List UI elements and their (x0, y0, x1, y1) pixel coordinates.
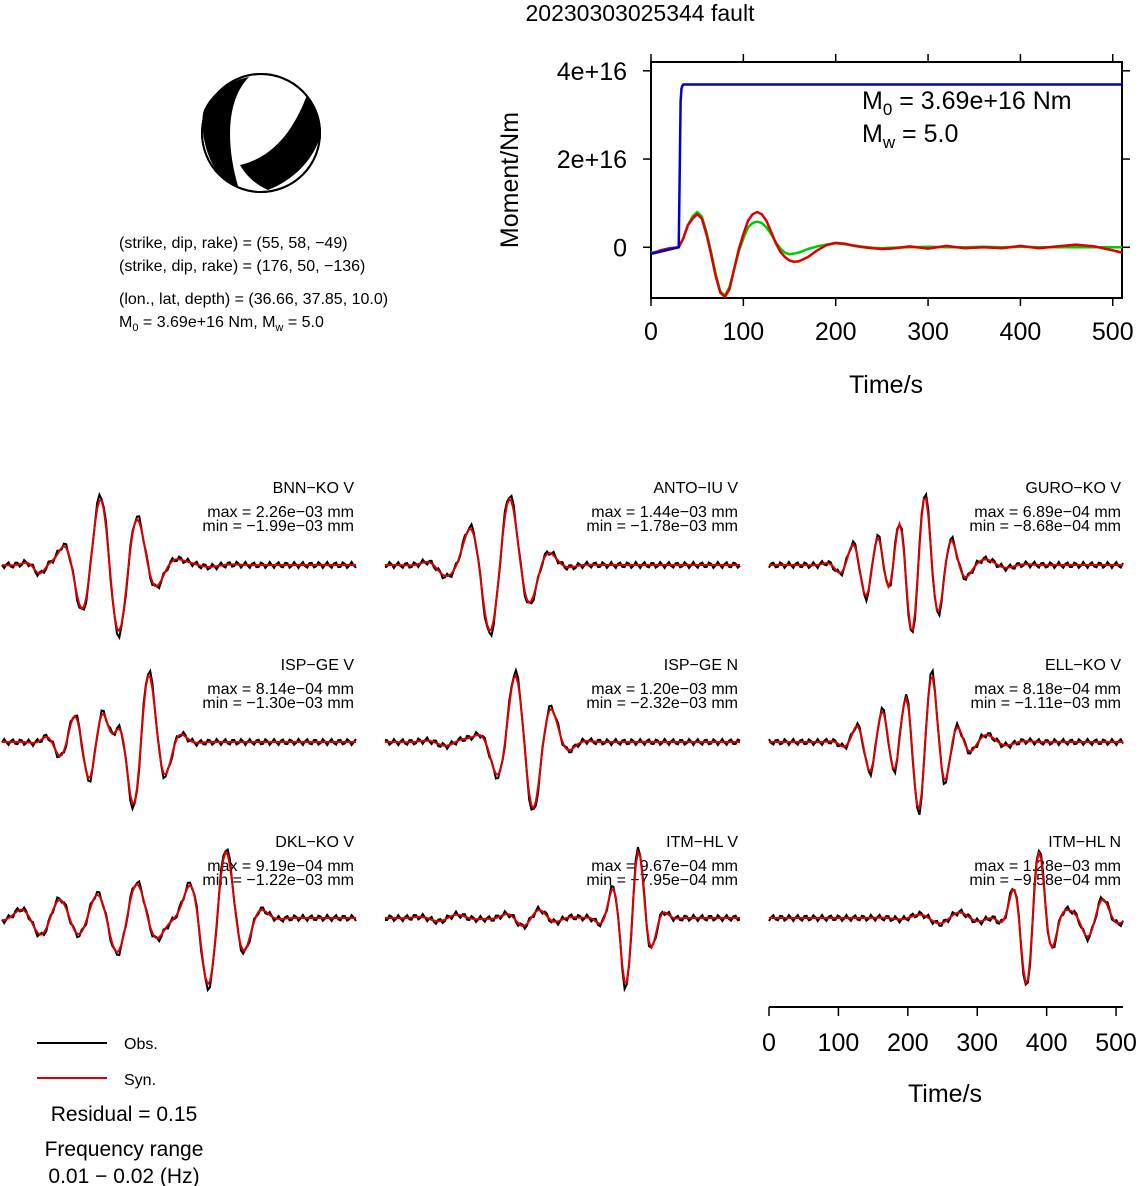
station-max: max = 6.89e−04 mm (974, 504, 1121, 521)
moment-x-axis-label: Time/s (849, 371, 923, 399)
x-tick-label: 200 (815, 318, 857, 346)
time-axis-tick-label: 100 (818, 1029, 860, 1057)
moment-summary: M0 = 3.69e+16 Nm, Mw = 5.0 (119, 314, 324, 334)
time-axis-tick-label: 300 (956, 1029, 998, 1057)
x-tick-label: 300 (907, 318, 949, 346)
station-min: min = −1.78e−03 mm (586, 518, 738, 535)
station-max: max = 8.18e−04 mm (974, 681, 1121, 698)
station-max: max = 9.67e−04 mm (591, 858, 738, 875)
time-axis-tick-label: 500 (1095, 1029, 1137, 1057)
station-name: ITM−HL N (1048, 834, 1121, 851)
synthetic-waveform (769, 498, 1123, 632)
station-name: ISP−GE N (664, 657, 738, 674)
station-name: ELL−KO V (1045, 657, 1121, 674)
synthetic-waveform (2, 674, 356, 806)
legend-syn-label: Syn. (124, 1072, 156, 1089)
station-min: min = −7.95e−04 mm (586, 872, 738, 889)
time-axis-tick-label: 400 (1026, 1029, 1068, 1057)
observed-waveform (384, 494, 741, 639)
station-name: DKL−KO V (275, 834, 354, 851)
station-min: min = −1.22e−03 mm (202, 872, 354, 889)
waveform-time-axis: Time/s 0 100 200 300 400 500 (762, 1006, 1137, 1108)
station-name: BNN−KO V (273, 480, 355, 497)
hypocenter-location: (lon., lat, depth) = (36.66, 37.85, 10.0… (119, 291, 388, 308)
moment-y-axis-label: Moment/Nm (496, 112, 524, 248)
moment-series-line (650, 210, 1122, 298)
residual-text: Residual = 0.15 (51, 1103, 198, 1126)
beachball-quadrant-right (240, 95, 320, 190)
synthetic-waveform (769, 675, 1123, 811)
station-min: min = −1.99e−03 mm (202, 518, 354, 535)
station-max: max = 8.14e−04 mm (207, 681, 354, 698)
x-tick-label: 400 (1000, 318, 1042, 346)
station-max: max = 1.28e−03 mm (974, 858, 1121, 875)
observed-waveform (384, 666, 741, 811)
time-axis-tick-label: 200 (887, 1029, 929, 1057)
nodal-plane-2: (strike, dip, rake) = (176, 50, −136) (119, 258, 365, 275)
synthetic-waveform (1, 850, 356, 986)
legend-obs-label: Obs. (124, 1036, 158, 1053)
moment-function-chart: 0 100 200 300 400 500 0 2e+16 4e+16 M0 = 3.69e+1… (496, 54, 1134, 399)
observed-waveform (385, 846, 741, 993)
focal-mechanism-beachball (201, 73, 321, 193)
beachball-quadrant-left (202, 77, 249, 186)
x-tick-label: 500 (1092, 318, 1134, 346)
nodal-plane-1: (strike, dip, rake) = (55, 58, −49) (119, 235, 348, 252)
station-max: max = 2.26e−03 mm (207, 504, 354, 521)
synthetic-waveform (385, 497, 740, 633)
synthetic-waveform (2, 499, 356, 633)
figure-title: 20230303025344 fault (526, 0, 756, 26)
moment-annotation-m0: M0 = 3.69e+16 Nm (862, 87, 1072, 119)
plot-frame (650, 61, 1123, 299)
station-max: max = 1.20e−03 mm (591, 681, 738, 698)
beachball-rim (201, 73, 321, 193)
station-min: min = −2.32e−03 mm (586, 695, 738, 712)
station-min: min = −1.30e−03 mm (202, 695, 354, 712)
station-name: ISP−GE V (281, 657, 355, 674)
legend: Obs. Syn. Residual = 0.15 Frequency rang… (37, 1036, 203, 1186)
time-axis-tick-label: 0 (762, 1029, 776, 1057)
frequency-range-value: 0.01 − 0.02 (Hz) (48, 1165, 199, 1186)
station-name: GURO−KO V (1025, 480, 1121, 497)
y-tick-label: 4e+16 (557, 58, 627, 86)
station-max: max = 1.44e−03 mm (591, 504, 738, 521)
y-tick-label: 2e+16 (557, 146, 627, 174)
station-min: min = −1.11e−03 mm (971, 695, 1121, 712)
synthetic-waveform (385, 674, 740, 810)
moment-series-line (650, 210, 1123, 298)
synthetic-waveform (385, 848, 740, 984)
station-name: ITM−HL V (666, 834, 738, 851)
moment-annotation-mw: Mw = 5.0 (862, 120, 958, 152)
moment-series-line (650, 83, 1122, 256)
station-name: ANTO−IU V (653, 480, 738, 497)
synthetic-waveform (769, 851, 1124, 986)
station-min: min = −9.58e−04 mm (969, 872, 1121, 889)
station-min: min = −8.68e−04 mm (969, 518, 1121, 535)
waveform-x-axis-label: Time/s (908, 1080, 982, 1108)
x-tick-label: 100 (722, 318, 764, 346)
x-tick-label: 0 (644, 318, 658, 346)
station-max: max = 9.19e−04 mm (207, 858, 354, 875)
frequency-range-title: Frequency range (45, 1138, 204, 1161)
y-tick-label: 0 (613, 234, 627, 262)
